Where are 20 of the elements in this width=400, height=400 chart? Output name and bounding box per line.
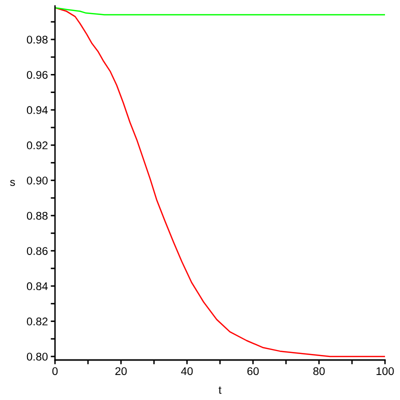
y-tick-label: 0.82 (26, 318, 48, 326)
y-tick-label: 0.80 (26, 352, 48, 361)
x-tick-label: 100 (376, 367, 394, 376)
x-tick-label: 0 (52, 367, 58, 376)
y-tick-label: 0.90 (26, 176, 48, 184)
x-tick-label: 60 (247, 367, 259, 376)
y-tick-label: 0.98 (26, 36, 48, 44)
x-tick-label: 40 (181, 367, 193, 376)
y-tick-label: 0.88 (26, 212, 48, 220)
x-tick-label: 20 (115, 367, 127, 376)
y-tick-label: 0.94 (26, 106, 48, 114)
y-tick-label: 0.86 (26, 247, 48, 255)
x-tick-label: 80 (313, 367, 325, 376)
line-series (55, 7, 385, 16)
y-tick-label: 0.84 (26, 282, 48, 290)
line-series (55, 7, 385, 358)
y-tick-label: 0.96 (26, 70, 48, 79)
x-axis-title: t (218, 386, 222, 394)
y-axis-title: s (10, 180, 15, 186)
y-tick-label: 0.92 (26, 141, 48, 150)
